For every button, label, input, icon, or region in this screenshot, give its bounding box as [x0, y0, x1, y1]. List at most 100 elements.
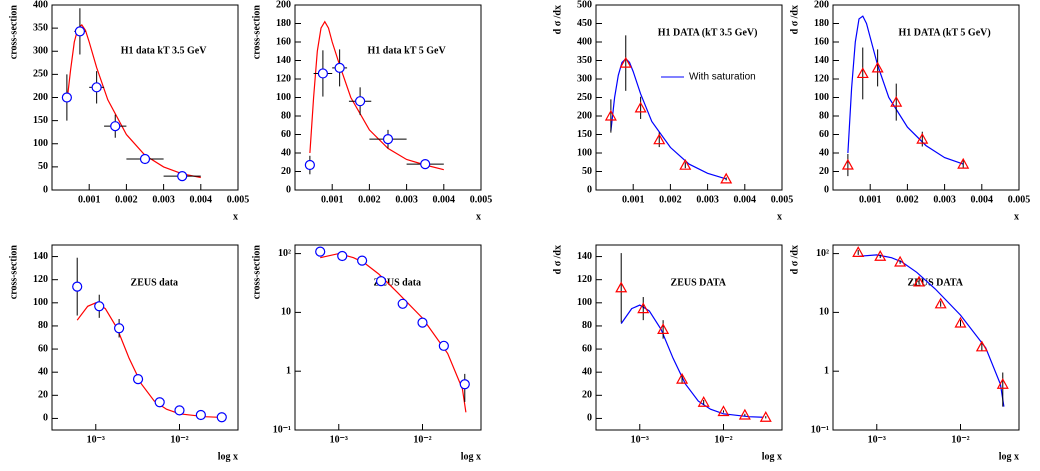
y-tick-label: 10² — [816, 248, 829, 259]
data-point — [634, 101, 647, 113]
x-axis-label: x — [233, 211, 238, 222]
data-point — [852, 246, 865, 257]
y-tick-label: 100 — [577, 147, 592, 158]
x-tick-label: 0.001 — [859, 194, 882, 205]
x-tick-label: 0.002 — [358, 194, 381, 205]
y-axis-label: d σ /dx — [552, 245, 563, 274]
y-tick-label: 120 — [33, 274, 48, 285]
data-point — [337, 250, 348, 262]
y-tick-label: 1 — [824, 365, 829, 376]
data-point — [195, 409, 206, 421]
y-tick-label: 150 — [33, 115, 48, 126]
y-tick-label: 0 — [824, 184, 829, 195]
data-point — [382, 134, 394, 145]
data-point — [619, 56, 632, 68]
y-tick-label: 100 — [33, 138, 48, 149]
fit-curve — [309, 20, 444, 171]
data-point — [717, 405, 730, 417]
fit-curve — [858, 254, 1005, 407]
y-tick-label: 0 — [43, 413, 48, 424]
data-point — [375, 276, 387, 287]
x-tick-label: 0.003 — [395, 194, 418, 205]
plot-frame — [595, 244, 783, 431]
y-tick-label: 120 — [577, 274, 592, 285]
fit-curve — [610, 57, 727, 180]
data-point — [459, 379, 470, 390]
y-tick-label: 180 — [814, 18, 829, 29]
data-point — [738, 408, 751, 420]
data-point — [139, 153, 151, 165]
y-tick-label: 250 — [33, 69, 48, 80]
y-axis-label: cross-section — [251, 245, 262, 300]
annotation: H1 data kT 3.5 GeV — [121, 45, 207, 56]
y-tick-label: 200 — [577, 110, 592, 121]
y-tick-label: 0 — [587, 413, 592, 424]
data-point — [759, 411, 772, 422]
y-tick-label: 200 — [814, 0, 829, 10]
data-point — [841, 158, 854, 170]
annotation: ZEUS data — [374, 277, 422, 288]
x-tick-label: 0.003 — [933, 194, 956, 205]
y-tick-label: 50 — [582, 166, 592, 177]
x-axis-label: x — [1014, 211, 1019, 222]
data-point — [934, 297, 947, 309]
data-point — [916, 132, 929, 144]
annotation: ZEUS DATA — [671, 277, 727, 288]
x-tick-label: 10⁻³ — [868, 434, 886, 445]
y-tick-label: 140 — [814, 55, 829, 66]
y-tick-label: 60 — [281, 129, 291, 140]
data-point — [174, 405, 185, 416]
annotation: H1 data kT 5 GeV — [368, 45, 447, 56]
y-tick-label: 20 — [38, 390, 48, 401]
y-tick-label: 200 — [276, 0, 291, 10]
x-tick-label: 0.004 — [433, 194, 456, 205]
data-point — [417, 317, 428, 328]
y-tick-label: 80 — [582, 320, 592, 331]
data-point — [177, 171, 188, 182]
x-tick-label: 0.002 — [896, 194, 919, 205]
x-tick-label: 10⁻² — [951, 434, 969, 445]
annotation: ZEUS DATA — [908, 277, 964, 288]
y-tick-label: 40 — [38, 366, 48, 377]
data-point — [604, 109, 617, 121]
y-tick-label: 10⁻¹ — [811, 424, 829, 435]
x-tick-label: 10⁻³ — [87, 434, 105, 445]
y-tick-label: 100 — [814, 92, 829, 103]
y-tick-label: 100 — [33, 297, 48, 308]
x-tick-label: 0.001 — [321, 194, 344, 205]
data-point — [74, 26, 86, 37]
y-tick-label: 20 — [582, 390, 592, 401]
y-tick-label: 180 — [276, 18, 291, 29]
plot-frame — [51, 244, 239, 431]
y-axis-label: cross-section — [8, 5, 19, 60]
y-tick-label: 1 — [286, 365, 291, 376]
x-tick-label: 0.001 — [78, 194, 101, 205]
data-point — [913, 275, 926, 287]
y-tick-label: 400 — [577, 36, 592, 47]
data-point — [894, 255, 907, 267]
y-tick-label: 50 — [38, 161, 48, 172]
x-tick-label: 10⁻³ — [330, 434, 348, 445]
fit-curve — [76, 302, 220, 418]
x-tick-label: 10⁻³ — [631, 434, 649, 445]
data-point — [154, 397, 165, 408]
y-tick-label: 250 — [577, 92, 592, 103]
y-tick-label: 10 — [281, 307, 291, 318]
y-tick-label: 120 — [276, 73, 291, 84]
y-axis-label: d σ /dx — [789, 5, 800, 34]
x-axis-label: log x — [762, 451, 782, 462]
x-axis-label: log x — [461, 451, 481, 462]
data-point — [317, 68, 328, 79]
data-point — [657, 323, 670, 335]
x-tick-label: 10⁻² — [170, 434, 188, 445]
data-point — [216, 412, 227, 423]
data-point — [420, 159, 431, 170]
y-axis-label: cross-section — [8, 245, 19, 300]
y-tick-label: 10² — [278, 248, 291, 259]
y-tick-label: 40 — [281, 147, 291, 158]
x-tick-label: 0.002 — [115, 194, 138, 205]
data-point — [975, 340, 988, 352]
y-axis-label: cross-section — [251, 5, 262, 60]
y-tick-label: 400 — [33, 0, 48, 10]
